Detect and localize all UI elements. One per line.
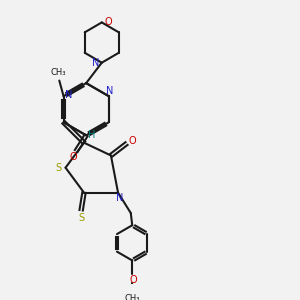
Text: O: O — [70, 152, 77, 162]
Text: N: N — [116, 193, 123, 203]
Text: S: S — [56, 163, 62, 173]
Text: O: O — [104, 17, 112, 27]
Text: N: N — [106, 86, 114, 96]
Text: O: O — [128, 136, 136, 146]
Text: N: N — [65, 90, 72, 100]
Text: H: H — [88, 130, 96, 140]
Text: O: O — [130, 275, 137, 285]
Text: N: N — [92, 58, 99, 68]
Text: CH₃: CH₃ — [124, 294, 140, 300]
Text: S: S — [78, 213, 84, 223]
Text: CH₃: CH₃ — [51, 68, 66, 77]
